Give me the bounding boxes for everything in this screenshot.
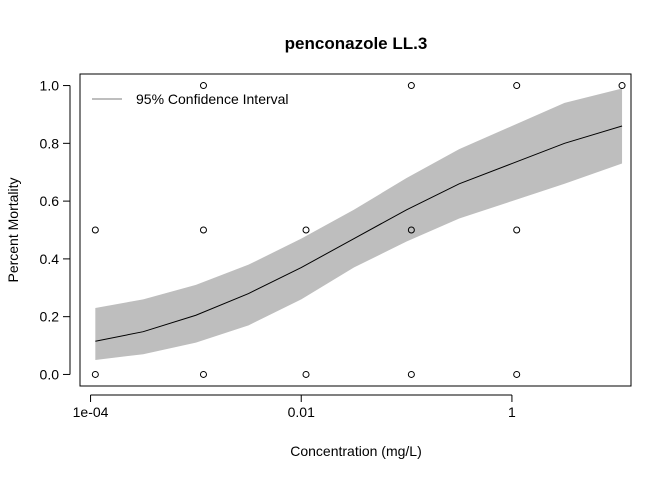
y-tick-label: 0.4 — [40, 251, 60, 267]
x-tick-label: 1e-04 — [73, 404, 109, 420]
y-tick-label: 0.2 — [40, 309, 60, 325]
plot-frame — [79, 73, 632, 387]
chart-title: penconazole LL.3 — [285, 34, 428, 53]
x-tick-label: 0.01 — [288, 404, 315, 420]
y-tick-label: 0.8 — [40, 135, 60, 151]
data-point — [407, 82, 415, 90]
data-point — [199, 226, 207, 234]
legend-label: 95% Confidence Interval — [136, 91, 289, 107]
data-point — [513, 370, 521, 378]
y-axis: 0.0 0.2 0.4 0.6 0.8 1.0 — [40, 78, 71, 382]
y-tick-label: 1.0 — [40, 78, 60, 94]
fit-curve-line — [95, 125, 623, 342]
y-tick-label: 0.6 — [40, 193, 60, 209]
legend: 95% Confidence Interval — [92, 91, 289, 107]
data-point — [199, 370, 207, 378]
y-tick-label: 0.0 — [40, 366, 60, 382]
x-axis: 1e-04 0.01 1 — [73, 394, 516, 420]
fit-curve-layer — [95, 125, 623, 342]
y-axis-label: Percent Mortality — [5, 177, 21, 282]
data-point — [199, 82, 207, 90]
x-axis-label: Concentration (mg/L) — [290, 443, 422, 459]
data-point — [407, 370, 415, 378]
data-point — [618, 82, 626, 90]
x-tick-label: 1 — [508, 404, 516, 420]
data-point — [302, 370, 310, 378]
data-point — [513, 226, 521, 234]
confidence-band — [95, 88, 623, 360]
data-points-layer — [91, 82, 626, 378]
data-point — [91, 370, 99, 378]
data-point — [513, 82, 521, 90]
data-point — [302, 226, 310, 234]
confidence-band-layer — [95, 88, 623, 360]
data-point — [91, 226, 99, 234]
data-point — [407, 226, 415, 234]
